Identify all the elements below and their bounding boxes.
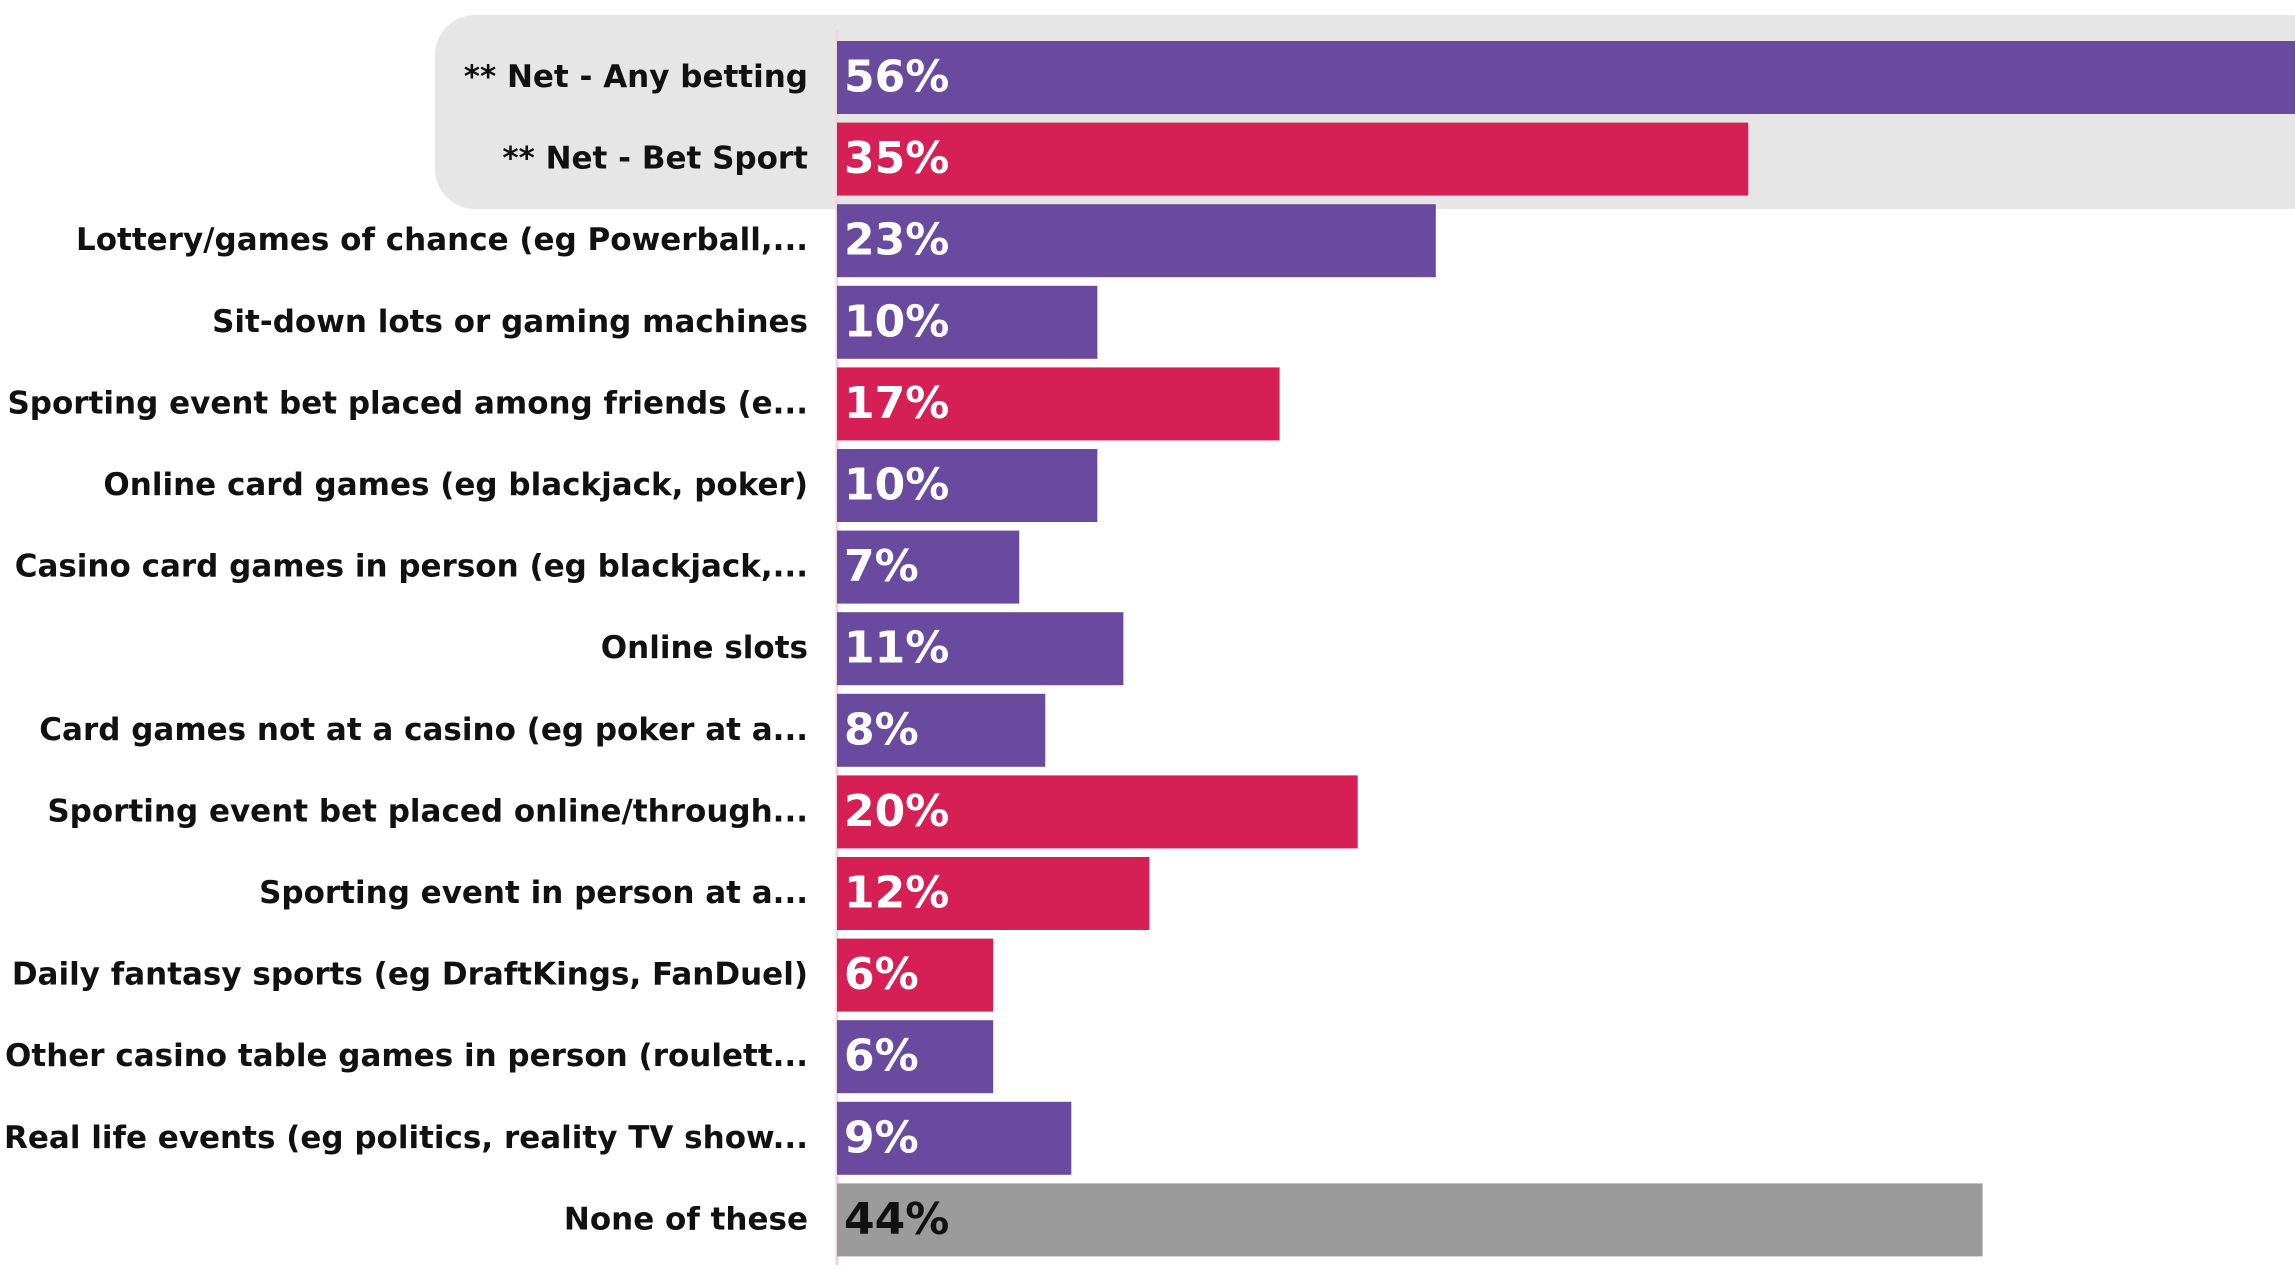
value-label: 12% bbox=[844, 868, 949, 919]
category-label: Online slots bbox=[601, 630, 808, 666]
value-label: 23% bbox=[844, 215, 949, 266]
bar bbox=[837, 612, 1124, 686]
bar bbox=[837, 938, 994, 1012]
bar bbox=[837, 41, 2295, 114]
category-label: ** Net - Any betting bbox=[464, 59, 808, 95]
category-label: Sit-down lots or gaming machines bbox=[212, 304, 808, 340]
category-label: Daily fantasy sports (eg DraftKings, Fan… bbox=[12, 957, 808, 993]
bar bbox=[837, 367, 1280, 441]
category-label: Sporting event bet placed among friends … bbox=[7, 385, 808, 421]
category-label: Real life events (eg politics, reality T… bbox=[4, 1120, 808, 1156]
bar bbox=[837, 693, 1046, 767]
bar bbox=[837, 857, 1150, 930]
value-label: 9% bbox=[844, 1112, 919, 1163]
value-label: 6% bbox=[844, 949, 919, 1000]
bar bbox=[837, 1183, 1983, 1257]
value-label: 7% bbox=[844, 541, 919, 592]
category-label: Sporting event in person at a... bbox=[259, 875, 808, 911]
value-label: 35% bbox=[844, 133, 949, 184]
category-label: Online card games (eg blackjack, poker) bbox=[103, 467, 808, 503]
value-label: 11% bbox=[844, 623, 949, 674]
value-label: 56% bbox=[844, 52, 949, 103]
category-label: Casino card games in person (eg blackjac… bbox=[15, 549, 808, 585]
value-label: 6% bbox=[844, 1031, 919, 1082]
value-label: 44% bbox=[844, 1194, 949, 1245]
bar bbox=[837, 1101, 1072, 1175]
value-label: 10% bbox=[844, 460, 949, 511]
bar bbox=[837, 285, 1098, 359]
category-label: Card games not at a casino (eg poker at … bbox=[39, 712, 808, 748]
value-label: 17% bbox=[844, 378, 949, 429]
value-label: 10% bbox=[844, 296, 949, 347]
category-label: None of these bbox=[564, 1201, 808, 1237]
category-label: ** Net - Bet Sport bbox=[502, 141, 808, 177]
value-label: 8% bbox=[844, 704, 919, 755]
bar bbox=[837, 449, 1098, 522]
category-label: Lottery/games of chance (eg Powerball,..… bbox=[76, 222, 808, 258]
bar bbox=[837, 775, 1358, 849]
bar bbox=[837, 1020, 994, 1094]
category-label: Sporting event bet placed online/through… bbox=[47, 793, 808, 829]
bar bbox=[837, 530, 1020, 604]
bar bbox=[837, 204, 1436, 278]
category-label: Other casino table games in person (roul… bbox=[5, 1038, 808, 1074]
value-label: 20% bbox=[844, 786, 949, 837]
bar bbox=[837, 122, 1749, 196]
